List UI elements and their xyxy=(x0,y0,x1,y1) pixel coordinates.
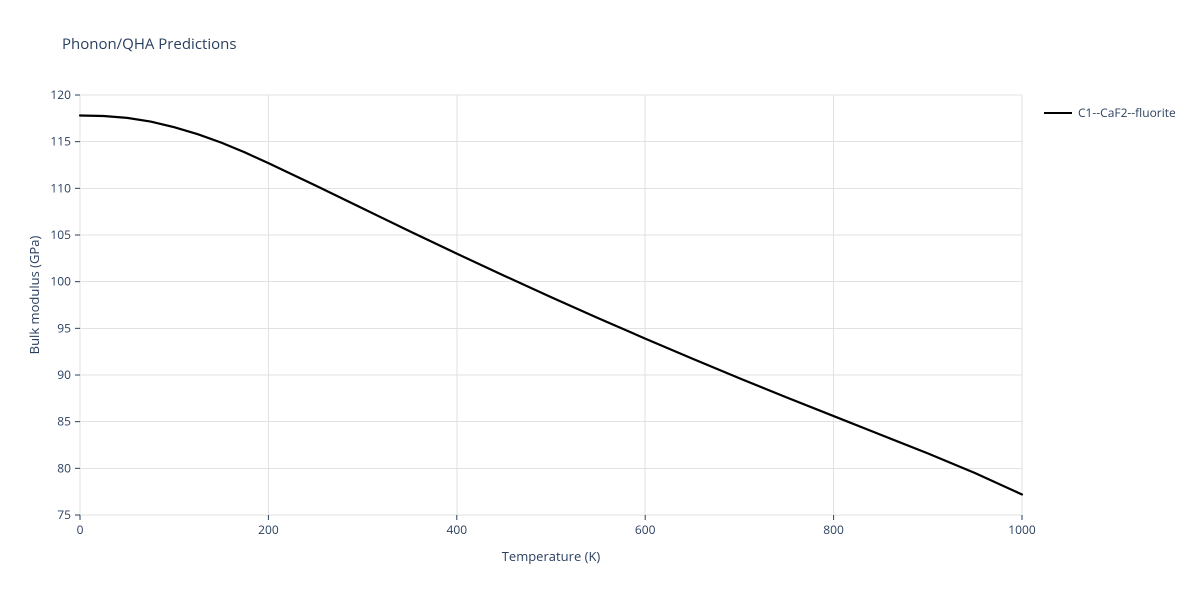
svg-text:80: 80 xyxy=(57,459,71,476)
svg-text:90: 90 xyxy=(57,366,71,383)
chart-svg: 0 200 400 600 800 1000 75 80 85 90 95 100 105 110 115 1… xyxy=(0,0,1200,600)
svg-text:115: 115 xyxy=(50,133,71,150)
svg-text:75: 75 xyxy=(57,506,71,523)
svg-text:200: 200 xyxy=(258,521,279,538)
svg-text:1000: 1000 xyxy=(1008,521,1036,538)
svg-text:110: 110 xyxy=(50,179,71,196)
svg-text:120: 120 xyxy=(50,86,71,103)
svg-text:400: 400 xyxy=(447,521,468,538)
svg-text:105: 105 xyxy=(50,226,71,243)
svg-text:95: 95 xyxy=(57,319,71,336)
svg-text:100: 100 xyxy=(50,273,71,290)
svg-text:600: 600 xyxy=(635,521,656,538)
svg-text:0: 0 xyxy=(77,521,84,538)
svg-text:800: 800 xyxy=(823,521,844,538)
svg-text:85: 85 xyxy=(57,413,71,430)
